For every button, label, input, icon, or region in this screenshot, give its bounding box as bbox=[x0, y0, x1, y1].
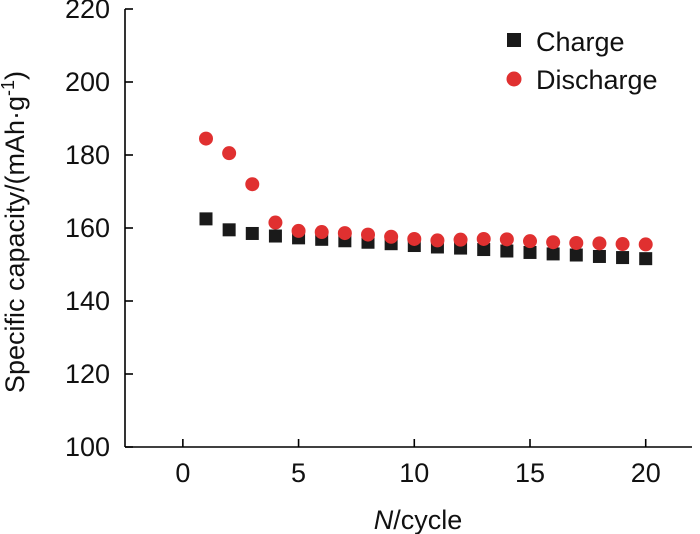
y-axis-title-superscript: -1 bbox=[0, 80, 18, 96]
legend: Charge Discharge bbox=[506, 27, 658, 95]
charge-point-19 bbox=[616, 251, 630, 265]
discharge-point-15 bbox=[523, 234, 537, 249]
x-tick-label-10: 10 bbox=[399, 458, 429, 488]
legend-charge-label: Charge bbox=[536, 27, 625, 57]
y-tick-label-180: 180 bbox=[65, 140, 110, 170]
charge-point-3 bbox=[245, 226, 259, 240]
discharge-point-16 bbox=[546, 235, 561, 250]
charge-point-20 bbox=[639, 252, 653, 266]
discharge-point-8 bbox=[361, 227, 375, 242]
discharge-point-4 bbox=[268, 215, 283, 230]
x-axis-title-unit: /cycle bbox=[393, 505, 462, 534]
charge-point-4 bbox=[268, 229, 282, 243]
charge-point-18 bbox=[592, 249, 606, 263]
discharge-point-9 bbox=[384, 229, 399, 244]
x-tick-label-15: 15 bbox=[515, 458, 545, 488]
discharge-point-11 bbox=[430, 233, 445, 248]
x-tick-label-20: 20 bbox=[631, 458, 661, 488]
x-tick-label-0: 0 bbox=[175, 458, 190, 488]
charge-point-14 bbox=[500, 244, 514, 258]
charge-point-1 bbox=[199, 212, 213, 226]
y-axis-title: Specific capacity/(mAh·g-1) bbox=[0, 71, 30, 393]
charge-point-15 bbox=[523, 245, 537, 259]
y-axis-title-main: Specific capacity/(mAh·g bbox=[0, 96, 30, 393]
discharge-point-10 bbox=[407, 231, 422, 246]
legend-charge-marker bbox=[507, 33, 521, 47]
charge-point-16 bbox=[546, 247, 560, 261]
discharge-point-1 bbox=[199, 131, 213, 146]
charge-point-13 bbox=[477, 243, 491, 257]
discharge-point-5 bbox=[291, 223, 306, 238]
y-tick-label-140: 140 bbox=[65, 286, 110, 316]
x-axis-title-variable: N bbox=[374, 505, 394, 534]
y-tick-label-100: 100 bbox=[65, 432, 110, 462]
legend-discharge-marker bbox=[506, 71, 522, 87]
discharge-point-13 bbox=[476, 231, 491, 246]
y-tick-label-120: 120 bbox=[65, 359, 110, 389]
y-axis-title-end: ) bbox=[0, 71, 30, 80]
discharge-point-18 bbox=[592, 236, 607, 251]
y-ticks: 100 120 140 160 180 200 220 bbox=[65, 0, 133, 462]
discharge-point-7 bbox=[337, 226, 352, 241]
x-tick-label-5: 5 bbox=[291, 458, 306, 488]
charge-point-17 bbox=[569, 248, 583, 262]
x-ticks: 0 5 10 15 20 bbox=[175, 439, 661, 488]
discharge-point-12 bbox=[453, 232, 468, 247]
discharge-point-6 bbox=[314, 225, 329, 240]
charge-point-2 bbox=[222, 223, 236, 237]
discharge-point-19 bbox=[615, 237, 630, 252]
y-tick-label-160: 160 bbox=[65, 213, 110, 243]
legend-discharge-label: Discharge bbox=[536, 65, 658, 95]
discharge-point-14 bbox=[499, 232, 514, 247]
y-tick-label-220: 220 bbox=[65, 0, 110, 24]
discharge-point-3 bbox=[245, 177, 260, 192]
discharge-point-17 bbox=[569, 235, 584, 250]
x-axis-title: N/cycle bbox=[374, 505, 463, 534]
data-points bbox=[199, 131, 653, 266]
y-tick-label-200: 200 bbox=[65, 67, 110, 97]
discharge-point-20 bbox=[638, 237, 653, 252]
discharge-point-2 bbox=[222, 146, 237, 161]
